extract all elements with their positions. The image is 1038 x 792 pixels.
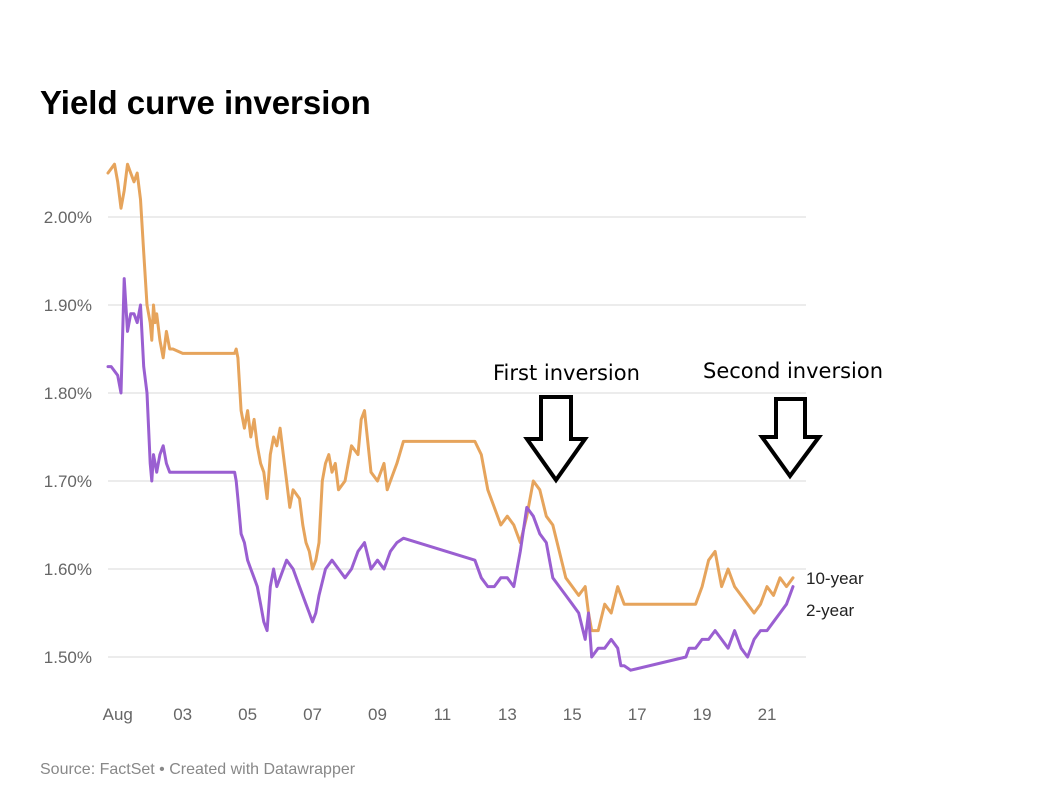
x-tick-label: 13 <box>498 705 517 724</box>
y-tick-label: 1.70% <box>44 472 92 491</box>
series-line-10-year <box>106 162 795 633</box>
chart-footer: Source: FactSet • Created with Datawrapp… <box>40 761 356 778</box>
x-tick-label: 11 <box>434 705 452 724</box>
y-tick-label: 1.50% <box>44 648 92 667</box>
series-label-10-year: 10-year <box>806 569 864 588</box>
x-tick-label: 09 <box>368 705 387 724</box>
series-lines <box>106 162 795 672</box>
y-axis-tick-labels: 2.00% 1.90% 1.80% 1.70% 1.60% 1.50% <box>44 208 92 667</box>
chart-title: Yield curve inversion <box>40 84 371 121</box>
y-tick-label: 1.80% <box>44 384 92 403</box>
series-label-2-year: 2-year <box>806 601 855 620</box>
x-tick-label: 05 <box>238 705 257 724</box>
x-tick-label: 07 <box>303 705 322 724</box>
second-inversion-label: Second inversion <box>703 359 883 383</box>
y-tick-label: 2.00% <box>44 208 92 227</box>
x-tick-label: 03 <box>173 705 192 724</box>
x-tick-label: 17 <box>628 705 647 724</box>
x-axis-tick-labels: Aug 03 05 07 09 11 13 15 17 19 21 <box>103 705 777 724</box>
series-line-2-year <box>106 277 795 672</box>
x-tick-label: 21 <box>758 705 777 724</box>
grid-lines <box>108 216 806 658</box>
series-labels: 10-year 2-year <box>806 569 864 620</box>
y-tick-label: 1.90% <box>44 296 92 315</box>
second-inversion-arrow-icon <box>758 397 823 480</box>
x-tick-label: 15 <box>563 705 582 724</box>
x-tick-label: Aug <box>103 705 133 724</box>
y-tick-label: 1.60% <box>44 560 92 579</box>
x-tick-label: 19 <box>693 705 712 724</box>
first-inversion-label: First inversion <box>493 361 640 385</box>
first-inversion-arrow-icon <box>523 395 589 484</box>
